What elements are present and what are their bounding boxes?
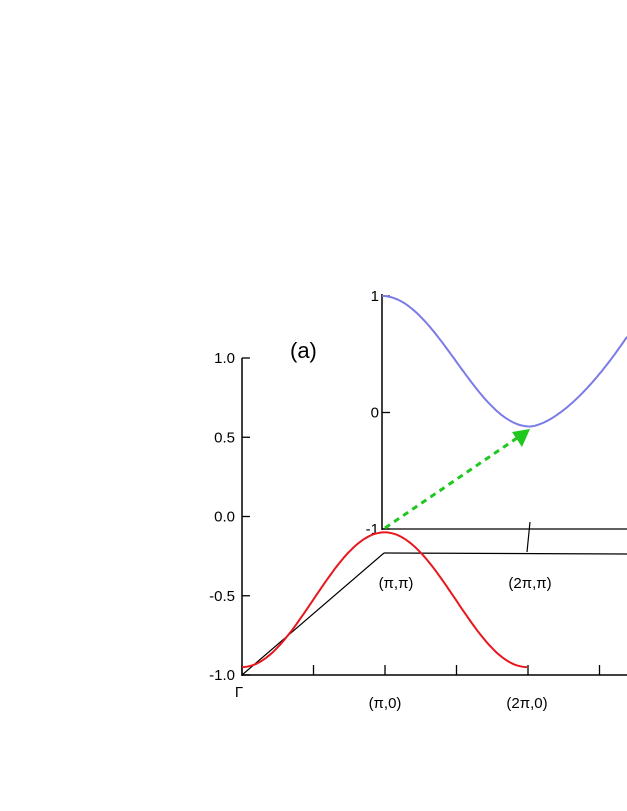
transition-arrow-head [512, 429, 530, 447]
inner-tick-label: 1 [371, 288, 379, 305]
left-tick-label: 1.0 [214, 350, 235, 367]
left-ticks: 1.0 0.5 0.0 -0.5 -1.0 [209, 350, 250, 684]
left-tick-label: -1.0 [209, 667, 235, 684]
k-label-2pi-pi: (2π,π) [508, 575, 551, 592]
k-label-pi-pi: (π,π) [379, 575, 414, 592]
transition-arrow-line [384, 434, 521, 530]
red-band-line [241, 531, 528, 669]
left-tick-label: 0.5 [214, 429, 235, 446]
left-tick-label: 0.0 [214, 509, 235, 526]
blue-band-line [382, 295, 627, 428]
back-2pi-tick [526, 521, 531, 553]
k-label-gamma: Γ [235, 684, 243, 701]
perspective-line [241, 552, 385, 676]
panel-label: (a) [290, 338, 317, 363]
k-label-2pi-0: (2π,0) [506, 695, 547, 712]
inner-ticks: 10-1 [366, 288, 390, 538]
bottom-ticks [241, 665, 601, 675]
back-lower-edge [383, 552, 627, 555]
inner-tick-label: 0 [371, 405, 379, 422]
left-tick-label: -0.5 [209, 588, 235, 605]
k-label-pi-0: (π,0) [369, 695, 402, 712]
curves [241, 295, 627, 669]
